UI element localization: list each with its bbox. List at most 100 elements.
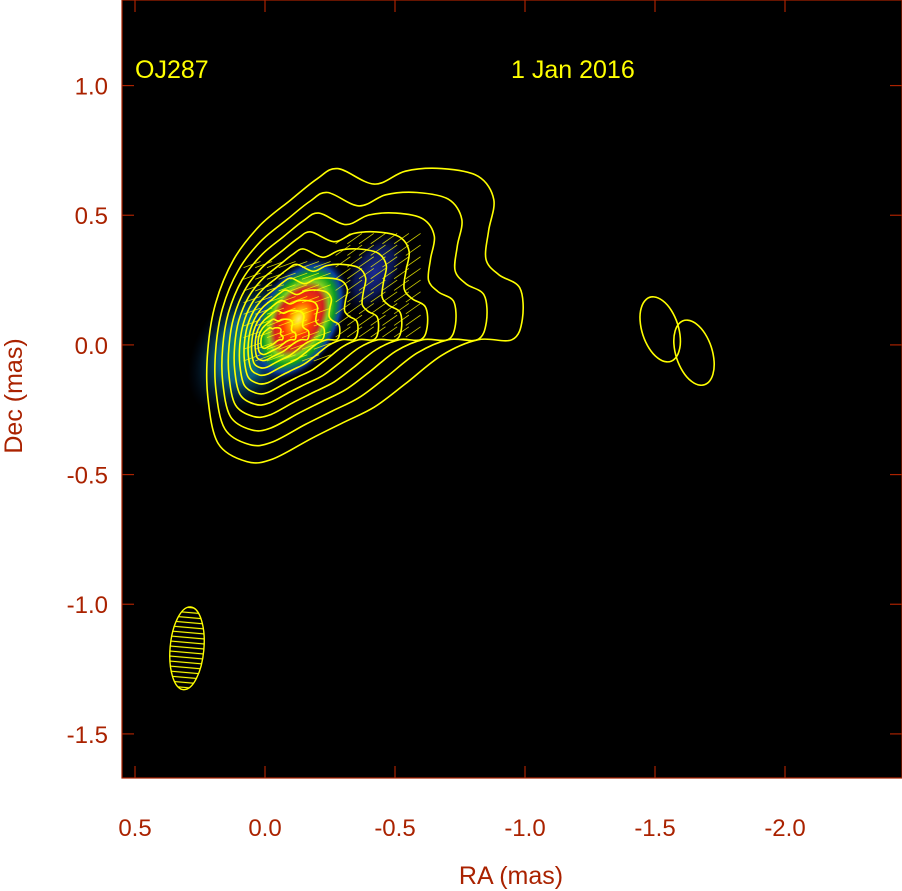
- evpa-tick: [335, 268, 351, 280]
- evpa-tick: [313, 354, 331, 362]
- evpa-tick: [290, 261, 308, 268]
- evpa-tick: [370, 279, 386, 291]
- restoring-beam: [169, 606, 205, 691]
- evpa-tick: [266, 354, 284, 362]
- evpa-tick: [266, 261, 284, 268]
- contour-level-1: [205, 167, 524, 464]
- evpa-tick: [405, 268, 421, 280]
- evpa-tick: [370, 291, 386, 303]
- evpa-tick: [243, 331, 261, 338]
- evpa-tick: [393, 233, 410, 245]
- evpa-tick: [278, 272, 296, 280]
- evpa-tick: [393, 303, 410, 315]
- evpa-tick: [358, 233, 375, 245]
- evpa-tick: [301, 319, 320, 327]
- x-tick-label: -1.0: [504, 815, 545, 842]
- evpa-tick: [370, 303, 386, 315]
- evpa-tick: [335, 244, 351, 256]
- evpa-tick: [370, 256, 386, 268]
- evpa-tick: [335, 291, 351, 303]
- evpa-tick: [313, 342, 331, 350]
- evpa-tick: [335, 233, 351, 245]
- evpa-tick: [243, 296, 261, 303]
- evpa-tick: [382, 326, 398, 338]
- evpa-tick: [370, 268, 386, 280]
- evpa-tick: [290, 319, 308, 327]
- evpa-tick: [382, 256, 398, 268]
- evpa-tick: [405, 279, 421, 291]
- contour-level-2: [214, 191, 488, 447]
- evpa-tick: [313, 272, 331, 280]
- evpa-tick: [393, 268, 410, 280]
- y-tick-label: -1.5: [67, 722, 108, 749]
- evpa-tick: [405, 303, 421, 315]
- contour-level-9: [250, 299, 326, 369]
- evpa-tick: [405, 233, 421, 245]
- evpa-tick: [255, 261, 273, 268]
- evpa-tick: [347, 303, 363, 315]
- evpa-tick: [335, 303, 351, 315]
- evpa-tick: [301, 261, 320, 268]
- evpa-tick: [405, 256, 421, 268]
- evpa-tick: [335, 279, 351, 291]
- plot-frame: [121, 0, 902, 779]
- evpa-tick: [266, 331, 284, 338]
- evpa-tick: [358, 291, 375, 303]
- y-tick-label: 0.5: [75, 203, 108, 230]
- evpa-tick: [393, 314, 410, 326]
- x-tick-label: -1.5: [634, 815, 675, 842]
- contour-level-12: [260, 326, 284, 350]
- evpa-tick: [301, 331, 320, 338]
- evpa-tick: [278, 284, 296, 292]
- evpa-tick: [301, 354, 320, 362]
- evpa-tick: [313, 331, 331, 338]
- x-tick-label: -2.0: [764, 815, 805, 842]
- evpa-tick: [382, 303, 398, 315]
- evpa-tick: [358, 279, 375, 291]
- evpa-tick: [243, 261, 261, 268]
- evpa-tick: [405, 291, 421, 303]
- x-tick-label: 0.0: [248, 815, 281, 842]
- evpa-tick: [290, 284, 308, 292]
- evpa-tick: [393, 279, 410, 291]
- evpa-tick: [255, 354, 273, 362]
- evpa-tick: [335, 314, 351, 326]
- evpa-tick: [266, 319, 284, 327]
- evpa-tick: [405, 244, 421, 256]
- evpa-tick: [278, 296, 296, 303]
- evpa-tick: [255, 331, 273, 338]
- evpa-tick: [290, 296, 308, 303]
- evpa-tick: [382, 244, 398, 256]
- observation-date-label: 1 Jan 2016: [511, 56, 635, 84]
- evpa-tick: [255, 319, 273, 327]
- evpa-tick: [358, 256, 375, 268]
- evpa-tick: [278, 354, 296, 362]
- evpa-tick: [255, 342, 273, 350]
- evpa-tick: [266, 272, 284, 280]
- evpa-tick: [313, 261, 331, 268]
- evpa-tick: [347, 326, 363, 338]
- evpa-tick: [278, 319, 296, 327]
- evpa-tick: [243, 307, 261, 315]
- evpa-tick: [358, 326, 375, 338]
- evpa-tick: [370, 326, 386, 338]
- evpa-tick: [393, 291, 410, 303]
- evpa-tick: [301, 307, 320, 315]
- y-axis-label: Dec (mas): [0, 338, 28, 453]
- evpa-tick: [347, 268, 363, 280]
- contour-level-11: [257, 318, 297, 356]
- evpa-tick: [301, 284, 320, 292]
- evpa-tick: [266, 296, 284, 303]
- evpa-tick: [301, 272, 320, 280]
- evpa-tick: [243, 319, 261, 327]
- evpa-tick: [243, 354, 261, 362]
- evpa-tick: [290, 272, 308, 280]
- contour-level-4: [227, 230, 429, 419]
- y-tick-label: 0.0: [75, 333, 108, 360]
- evpa-tick: [290, 354, 308, 362]
- evpa-tick: [405, 326, 421, 338]
- evpa-tick: [382, 279, 398, 291]
- evpa-tick: [313, 296, 331, 303]
- evpa-tick: [255, 272, 273, 280]
- evpa-tick: [382, 268, 398, 280]
